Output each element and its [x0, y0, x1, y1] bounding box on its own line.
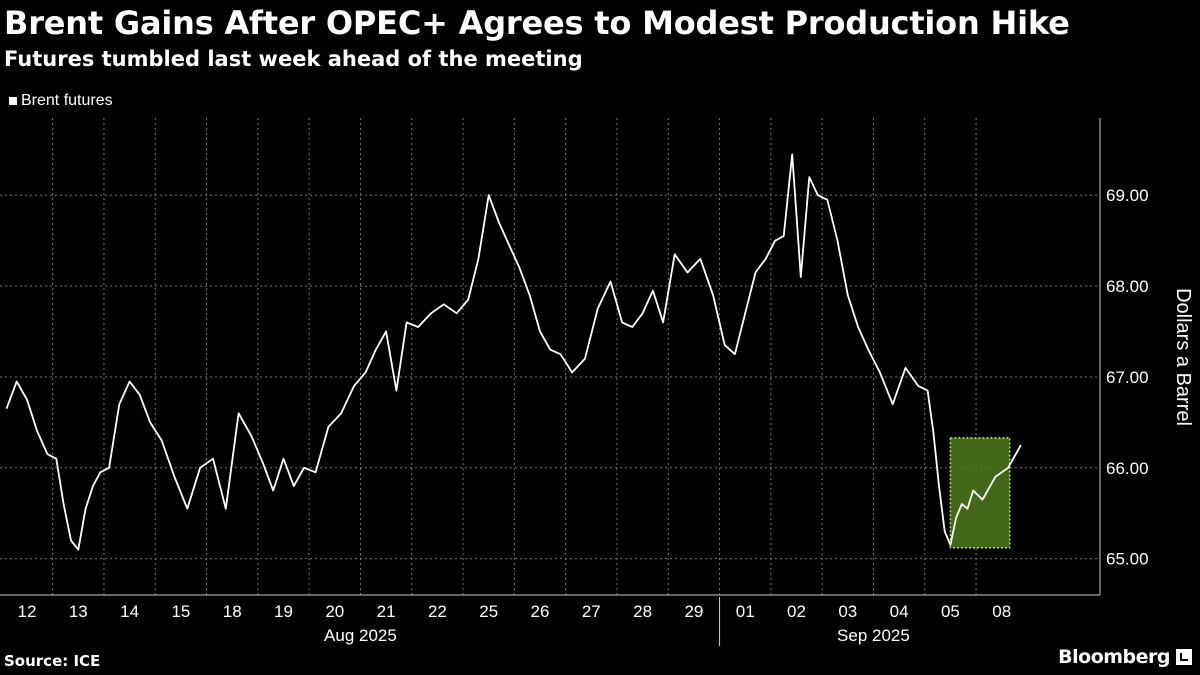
chart-subtitle: Futures tumbled last week ahead of the m…	[4, 47, 583, 71]
x-tick-label: 14	[120, 602, 139, 621]
x-tick-label: 01	[736, 602, 755, 621]
x-tick-label: 26	[531, 602, 550, 621]
series-lines	[5, 153, 1022, 551]
legend-label: Brent futures	[21, 92, 113, 109]
y-tick-label: 68.00	[1106, 277, 1149, 296]
x-tick-label: 20	[325, 602, 344, 621]
x-tick-label: 15	[171, 602, 190, 621]
highlight-box	[949, 437, 1011, 549]
series-line-brent-futures	[5, 153, 1022, 551]
legend: Brent futures	[9, 92, 113, 110]
brand: Bloomberg	[1058, 646, 1192, 668]
chart-title: Brent Gains After OPEC+ Agrees to Modest…	[4, 4, 1070, 42]
x-tick-label: 08	[992, 602, 1011, 621]
brand-wordmark: Bloomberg	[1058, 646, 1170, 668]
y-tick-label: 66.00	[1106, 459, 1149, 478]
x-tick-label: 22	[428, 602, 447, 621]
x-tick-label: 21	[377, 602, 396, 621]
legend-swatch	[9, 97, 17, 105]
highlight-region	[949, 437, 1011, 549]
x-month-label: Sep 2025	[837, 626, 910, 645]
y-tick-label: 67.00	[1106, 368, 1149, 387]
x-month-label: Aug 2025	[324, 626, 397, 645]
x-tick-label: 27	[582, 602, 601, 621]
x-tick-label: 25	[479, 602, 498, 621]
y-tick-label: 65.00	[1106, 550, 1149, 569]
x-tick-label: 05	[941, 602, 960, 621]
x-tick-label: 02	[787, 602, 806, 621]
x-tick-label: 03	[838, 602, 857, 621]
x-tick-label: 19	[274, 602, 293, 621]
x-tick-label: 12	[18, 602, 37, 621]
x-tick-label: 04	[890, 602, 909, 621]
source-note: Source: ICE	[4, 652, 101, 670]
brand-logo-icon	[1176, 649, 1192, 665]
x-tick-label: 18	[223, 602, 242, 621]
x-tick-label: 29	[684, 602, 703, 621]
grid	[0, 118, 1100, 595]
axes: 65.00 66.00 67.00 68.00 69.00 12 13 14 15 18 19 20 2…	[0, 118, 1194, 646]
x-tick-label: 13	[69, 602, 88, 621]
x-tick-label: 28	[633, 602, 652, 621]
y-axis-title: Dollars a Barrel	[1172, 288, 1194, 426]
y-tick-label: 69.00	[1106, 186, 1149, 205]
